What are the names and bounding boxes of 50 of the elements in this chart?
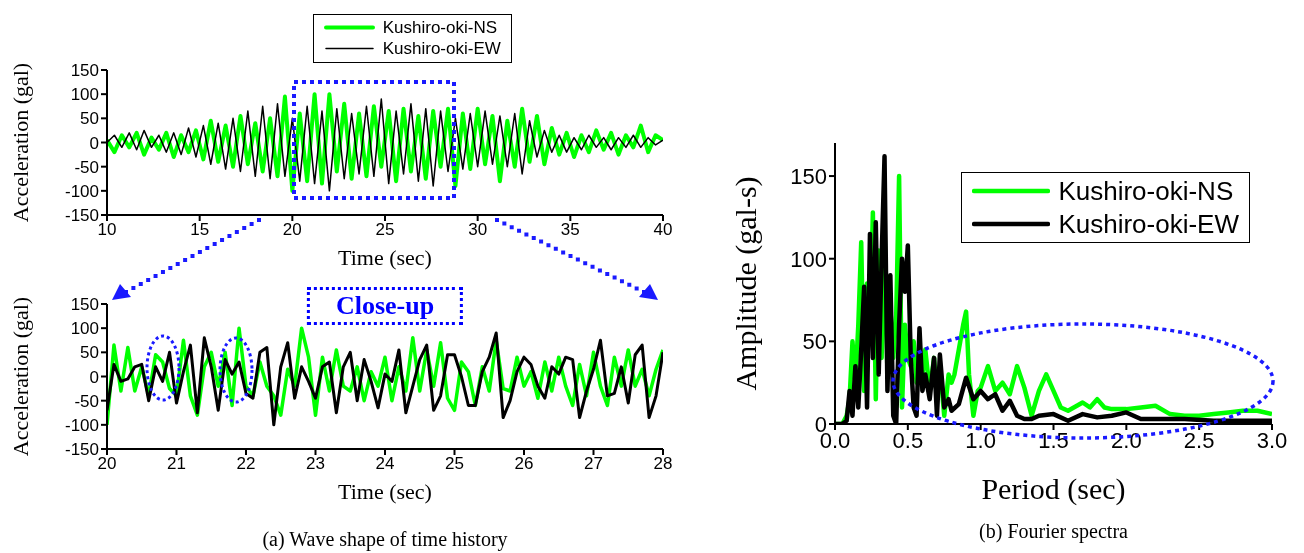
x-tick-label: 1.0 [965, 427, 996, 453]
x-axis-title: Time (sec) [338, 245, 432, 270]
y-tick-label: 0 [89, 367, 99, 387]
x-axis-title: Period (sec) [981, 472, 1126, 506]
annotation: Close-up [306, 287, 464, 325]
y-axis-title: Acceleration (gal) [7, 62, 33, 223]
y-tick-label: -100 [64, 415, 99, 435]
x-tick-label: 23 [306, 454, 325, 474]
y-tick-label: 50 [80, 109, 99, 129]
x-tick-label: 40 [653, 220, 673, 240]
y-tick-label: 150 [70, 61, 99, 81]
y-tick-label: -50 [74, 157, 99, 177]
x-tick-label: 3.0 [1256, 427, 1288, 453]
y-tick-label: 100 [70, 319, 99, 339]
x-tick-label: 35 [560, 220, 580, 240]
x-axis-title: Time (sec) [338, 479, 432, 504]
x-tick-label: 26 [514, 454, 534, 474]
x-tick-label: 15 [190, 220, 210, 240]
x-tick-label: 20 [282, 220, 302, 240]
y-tick-label: 150 [790, 163, 827, 189]
x-tick-label: 21 [167, 454, 186, 474]
y-tick-label: 150 [70, 295, 99, 315]
y-tick-label: -100 [64, 181, 99, 201]
legend-label: Kushiro-oki-EW [382, 38, 501, 60]
x-tick-label: 25 [375, 220, 395, 240]
y-tick-label: -150 [64, 440, 99, 460]
x-tick-label: 25 [445, 454, 464, 474]
y-axis-title: Acceleration (gal) [7, 296, 33, 457]
y-tick-label: 50 [80, 343, 99, 363]
y-tick-label: 50 [802, 329, 827, 355]
x-tick-label: 22 [236, 454, 256, 474]
x-tick-label: 27 [584, 454, 603, 474]
y-tick-label: 0 [89, 133, 99, 153]
legend-label: Kushiro-oki-NS [382, 17, 498, 39]
legend-label: Kushiro-oki-EW [1058, 207, 1239, 240]
y-tick-label: 100 [70, 85, 99, 105]
text: (b) Fourier spectra [979, 520, 1128, 543]
text: (a) Wave shape of time history [262, 528, 508, 551]
y-tick-label: 100 [790, 246, 827, 272]
y-axis-title: Amplitude (gal-s) [728, 176, 763, 391]
legend-label: Kushiro-oki-NS [1058, 175, 1234, 208]
y-tick-label: -50 [74, 391, 99, 411]
x-tick-label: 24 [375, 454, 395, 474]
x-tick-label: 20 [97, 454, 117, 474]
x-tick-label: 0.5 [892, 427, 924, 453]
x-tick-label: 2.5 [1183, 427, 1215, 453]
x-tick-label: 28 [653, 454, 673, 474]
y-tick-label: -150 [64, 206, 99, 226]
x-tick-label: 10 [97, 220, 117, 240]
x-tick-label: 30 [468, 220, 488, 240]
